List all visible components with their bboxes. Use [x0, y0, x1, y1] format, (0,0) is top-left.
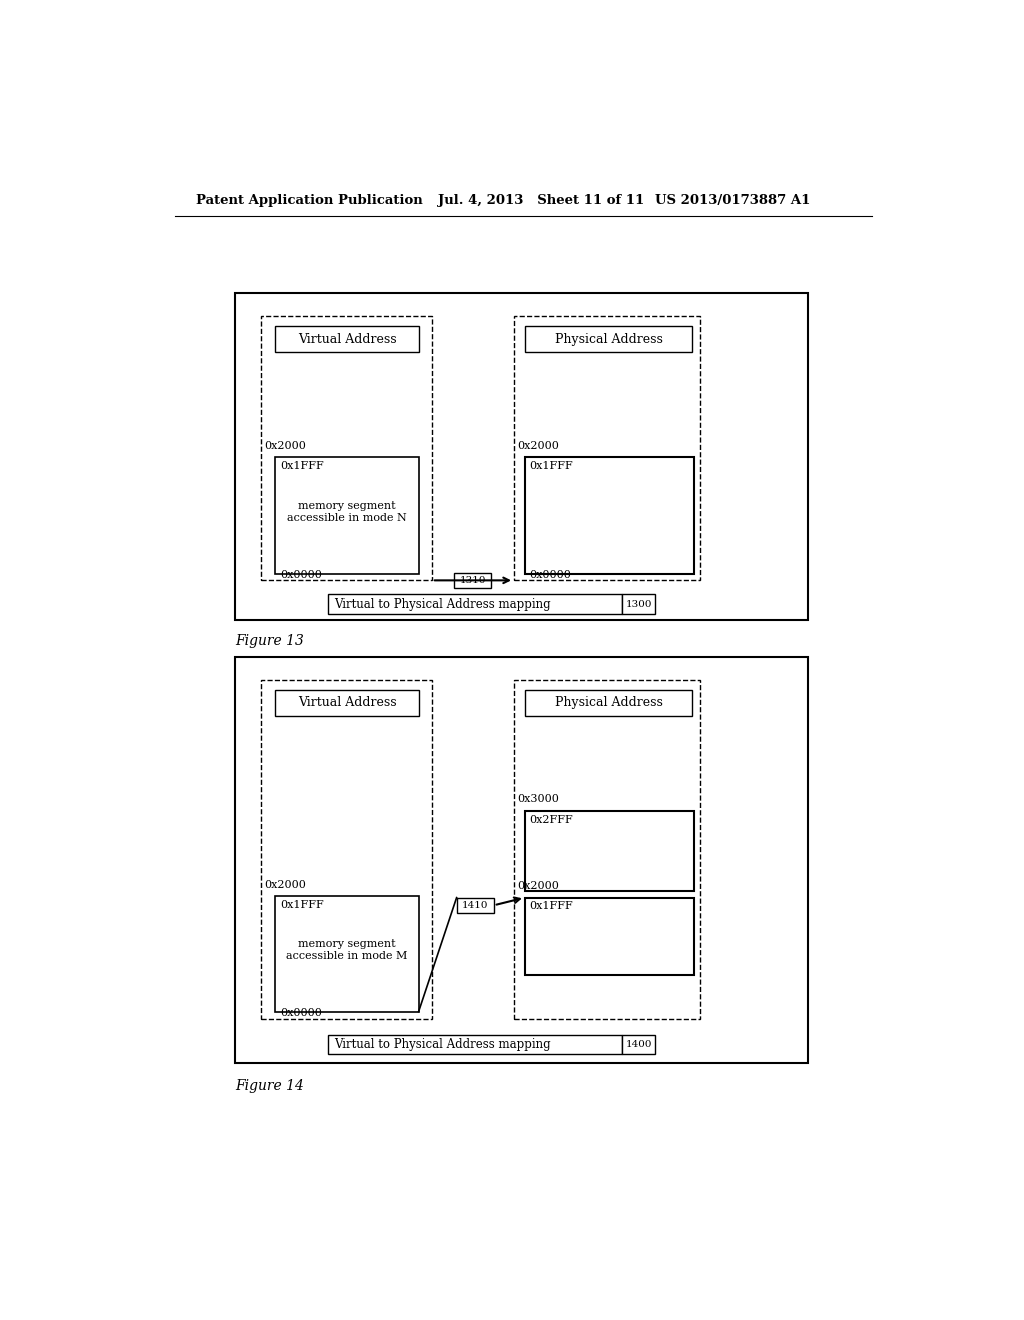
- FancyBboxPatch shape: [234, 293, 809, 620]
- FancyBboxPatch shape: [524, 812, 693, 891]
- Text: 0x1FFF: 0x1FFF: [529, 461, 573, 471]
- FancyBboxPatch shape: [234, 657, 809, 1063]
- Text: 0x2000: 0x2000: [517, 441, 559, 451]
- FancyBboxPatch shape: [261, 317, 432, 581]
- Text: 0x2000: 0x2000: [264, 880, 306, 890]
- Text: Figure 13: Figure 13: [234, 635, 304, 648]
- FancyBboxPatch shape: [524, 689, 692, 715]
- FancyBboxPatch shape: [328, 1035, 623, 1053]
- Text: Jul. 4, 2013   Sheet 11 of 11: Jul. 4, 2013 Sheet 11 of 11: [438, 194, 644, 207]
- FancyBboxPatch shape: [275, 689, 419, 715]
- Text: 0x1FFF: 0x1FFF: [280, 900, 324, 909]
- Text: Figure 14: Figure 14: [234, 1078, 304, 1093]
- Text: 0x3000: 0x3000: [517, 793, 559, 804]
- FancyBboxPatch shape: [524, 326, 692, 352]
- Text: 0x2000: 0x2000: [264, 441, 306, 451]
- Text: memory segment
accessible in mode N: memory segment accessible in mode N: [287, 502, 407, 523]
- FancyBboxPatch shape: [514, 681, 700, 1019]
- Text: Virtual to Physical Address mapping: Virtual to Physical Address mapping: [334, 1038, 551, 1051]
- Text: Physical Address: Physical Address: [555, 696, 663, 709]
- Text: 0x0000: 0x0000: [529, 570, 571, 581]
- Text: Virtual Address: Virtual Address: [298, 333, 396, 346]
- FancyBboxPatch shape: [524, 457, 693, 574]
- FancyBboxPatch shape: [524, 898, 693, 974]
- Text: Patent Application Publication: Patent Application Publication: [197, 194, 423, 207]
- Text: Physical Address: Physical Address: [555, 333, 663, 346]
- FancyBboxPatch shape: [514, 317, 700, 581]
- FancyBboxPatch shape: [275, 326, 419, 352]
- Text: 0x0000: 0x0000: [280, 1007, 322, 1018]
- Text: US 2013/0173887 A1: US 2013/0173887 A1: [655, 194, 810, 207]
- Text: 0x2000: 0x2000: [517, 882, 559, 891]
- FancyBboxPatch shape: [623, 1035, 655, 1053]
- FancyBboxPatch shape: [275, 896, 419, 1011]
- Text: 1310: 1310: [460, 576, 486, 585]
- Text: 0x1FFF: 0x1FFF: [529, 902, 573, 911]
- FancyBboxPatch shape: [455, 573, 492, 589]
- Text: Virtual Address: Virtual Address: [298, 696, 396, 709]
- FancyBboxPatch shape: [328, 594, 623, 614]
- FancyBboxPatch shape: [275, 457, 419, 574]
- Text: 0x1FFF: 0x1FFF: [280, 461, 324, 471]
- Text: 0x0000: 0x0000: [280, 570, 322, 581]
- Text: 0x2FFF: 0x2FFF: [529, 816, 573, 825]
- Text: 1410: 1410: [462, 900, 488, 909]
- Text: 1300: 1300: [626, 599, 652, 609]
- Text: memory segment
accessible in mode M: memory segment accessible in mode M: [287, 939, 408, 961]
- FancyBboxPatch shape: [261, 681, 432, 1019]
- Text: Virtual to Physical Address mapping: Virtual to Physical Address mapping: [334, 598, 551, 611]
- FancyBboxPatch shape: [623, 594, 655, 614]
- Text: 1400: 1400: [626, 1040, 652, 1049]
- FancyBboxPatch shape: [457, 898, 494, 913]
